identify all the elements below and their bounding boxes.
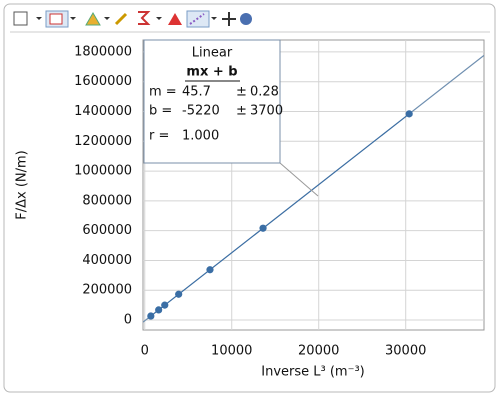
fit-equation: mx + b xyxy=(186,65,237,80)
data-point xyxy=(161,301,169,309)
tool-icon xyxy=(189,13,205,25)
tool-icon[interactable] xyxy=(138,11,151,25)
fit-param-label: m = xyxy=(149,85,177,100)
tool-icon[interactable] xyxy=(114,12,128,26)
x-tick-label: 30000 xyxy=(385,344,426,359)
y-tick-label: 400000 xyxy=(82,253,132,268)
data-point xyxy=(206,266,214,274)
toolbar xyxy=(10,10,490,33)
fit-param-label: b = xyxy=(149,104,172,119)
x-tick-label: 20000 xyxy=(298,344,339,359)
fit-pm: ± xyxy=(236,104,247,119)
tool-arrow[interactable] xyxy=(104,17,110,20)
tool-icon[interactable] xyxy=(168,13,182,25)
fit-param-error: 0.28 xyxy=(250,85,279,100)
tool-arrow[interactable] xyxy=(70,17,76,20)
fit-title: Linear xyxy=(192,46,233,61)
tool-arrow[interactable] xyxy=(211,17,217,20)
fit-box xyxy=(143,39,281,164)
x-tick-label: 0 xyxy=(141,344,149,359)
tool-icon[interactable] xyxy=(222,12,236,26)
tool-arrow[interactable] xyxy=(156,17,162,20)
fit-param-value: 45.7 xyxy=(182,85,211,100)
data-point xyxy=(155,306,163,314)
y-tick-label: 1600000 xyxy=(74,74,132,89)
tool-icon xyxy=(49,13,63,25)
x-tick-label: 10000 xyxy=(211,344,252,359)
data-point xyxy=(147,312,155,320)
data-point xyxy=(259,224,267,232)
tool-arrow[interactable] xyxy=(36,17,42,20)
fit-pm: ± xyxy=(236,85,247,100)
data-point xyxy=(175,290,183,298)
y-tick-label: 1400000 xyxy=(74,104,132,119)
data-point xyxy=(405,110,413,118)
y-tick-label: 800000 xyxy=(82,193,132,208)
tool-icon[interactable] xyxy=(13,11,28,26)
tool-icon[interactable] xyxy=(240,13,252,25)
fit-r-value: 1.000 xyxy=(182,129,219,144)
y-tick-label: 1200000 xyxy=(74,134,132,149)
x-axis-label: Inverse L³ (m⁻³) xyxy=(261,365,364,380)
y-tick-label: 200000 xyxy=(82,283,132,298)
y-tick-label: 1800000 xyxy=(74,44,132,59)
y-tick-label: 600000 xyxy=(82,223,132,238)
y-tick-label: 0 xyxy=(124,313,132,328)
fit-param-error: 3700 xyxy=(250,104,283,119)
fit-r-label: r = xyxy=(149,129,169,144)
tool-icon[interactable] xyxy=(85,12,101,26)
y-axis-label: F/Δx (N/m) xyxy=(15,150,30,220)
fit-connector xyxy=(279,162,319,197)
y-tick-label: 1000000 xyxy=(74,164,132,179)
fit-param-value: -5220 xyxy=(182,104,220,119)
